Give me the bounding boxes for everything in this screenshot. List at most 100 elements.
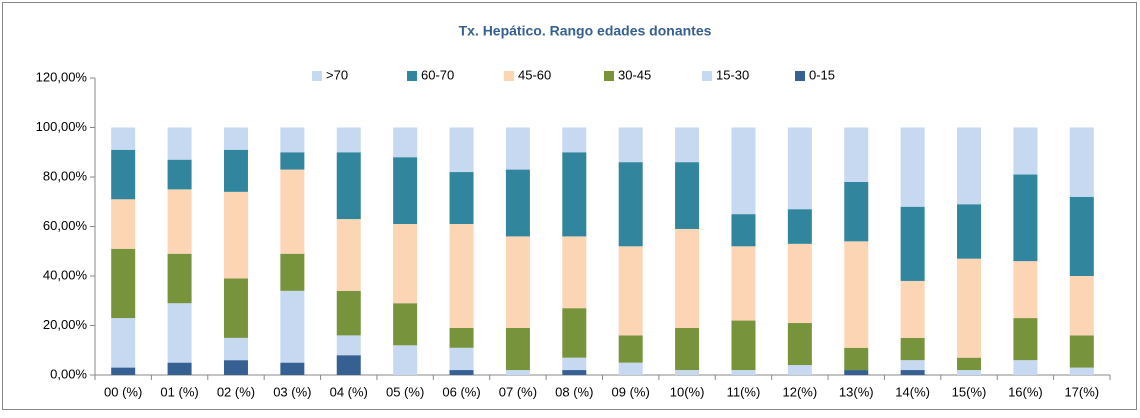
bar-segment xyxy=(618,127,643,163)
bar-segment xyxy=(505,236,530,328)
bar-segment xyxy=(618,335,643,363)
x-tick-label: 06 (%) xyxy=(442,384,480,399)
bar-segment xyxy=(223,337,248,361)
x-tick-label: 16(%) xyxy=(1008,384,1043,399)
bar-segment xyxy=(1069,196,1094,276)
bar-segment xyxy=(1069,335,1094,368)
x-tick-label: 05 (%) xyxy=(386,384,424,399)
bar-segment xyxy=(900,370,925,375)
bar-segment xyxy=(280,362,305,375)
chart-title: Tx. Hepático. Rango edades donantes xyxy=(459,23,712,39)
bar-segment xyxy=(618,362,643,375)
legend-label: >70 xyxy=(326,67,348,82)
bar-segment xyxy=(223,191,248,279)
bar-segment xyxy=(900,206,925,281)
bar-segment xyxy=(675,127,700,163)
bar-segment xyxy=(1013,174,1038,262)
legend-swatch xyxy=(407,71,417,81)
bar-segment xyxy=(449,327,474,348)
bar-segment xyxy=(111,318,136,368)
bar-segment xyxy=(111,248,136,319)
bar-segment xyxy=(1013,127,1038,175)
x-tick-label: 17(%) xyxy=(1064,384,1099,399)
legend-swatch xyxy=(312,71,322,81)
y-tick-label: 60,00% xyxy=(43,218,88,233)
x-tick-label: 02 (%) xyxy=(217,384,255,399)
bar-segment xyxy=(844,241,869,348)
bar-segment xyxy=(336,335,361,356)
bar-segment xyxy=(562,308,587,358)
bar-segment xyxy=(223,278,248,338)
bar-segment xyxy=(731,370,756,375)
bar-segment xyxy=(167,362,192,375)
bar-segment xyxy=(787,127,812,210)
bar-segment xyxy=(280,152,305,170)
bar-segment xyxy=(336,219,361,291)
bar-segment xyxy=(1013,360,1038,375)
bar-segment xyxy=(731,127,756,215)
bar-segment xyxy=(449,347,474,371)
bar-segment xyxy=(505,169,530,237)
bar-segment xyxy=(787,365,812,375)
y-tick-label: 120,00% xyxy=(36,69,88,84)
bar-segment xyxy=(562,236,587,309)
bar-segment xyxy=(562,370,587,375)
bar-segment xyxy=(1013,261,1038,319)
bar-segment xyxy=(731,320,756,371)
bar-segment xyxy=(731,246,756,321)
bar-segment xyxy=(167,159,192,190)
bar-segment xyxy=(562,357,587,371)
bar-segment xyxy=(844,127,869,182)
bar-segment xyxy=(336,355,361,375)
bar-segment xyxy=(505,127,530,170)
bar-segment xyxy=(957,127,982,205)
bar-segment xyxy=(900,360,925,371)
bar-segment xyxy=(167,303,192,363)
x-tick-label: 11(%) xyxy=(727,384,761,399)
x-tick-label: 03 (%) xyxy=(273,384,311,399)
bar-segment xyxy=(449,172,474,225)
bar-segment xyxy=(675,370,700,375)
bar-segment xyxy=(505,370,530,375)
bar-segment xyxy=(900,280,925,338)
x-tick-label: 08 (%) xyxy=(555,384,593,399)
bar-segment xyxy=(1069,367,1094,375)
bar-segment xyxy=(787,243,812,324)
bar-segment xyxy=(787,209,812,244)
bar-segment xyxy=(393,224,418,304)
bar-segment xyxy=(957,357,982,371)
bar-segment xyxy=(1013,318,1038,361)
bar-segment xyxy=(844,347,869,371)
bar-segment xyxy=(562,152,587,237)
bar-segment xyxy=(900,127,925,207)
bar-segment xyxy=(562,127,587,153)
bar-segment xyxy=(223,360,248,375)
legend-swatch xyxy=(504,71,514,81)
bar-segment xyxy=(957,370,982,375)
bar-segment xyxy=(787,323,812,366)
bar-segment xyxy=(449,370,474,375)
x-tick-label: 09 (%) xyxy=(612,384,650,399)
bar-segment xyxy=(393,303,418,346)
bar-segment xyxy=(844,370,869,375)
bar-segment xyxy=(505,327,530,371)
bar-segment xyxy=(449,127,474,173)
bar-segment xyxy=(449,224,474,328)
bar-segment xyxy=(900,337,925,361)
bar-segment xyxy=(167,189,192,254)
x-tick-label: 10(%) xyxy=(670,384,705,399)
x-tick-label: 14(%) xyxy=(895,384,930,399)
bar-segment xyxy=(111,149,136,200)
bar-segment xyxy=(167,127,192,160)
bar-segment xyxy=(336,290,361,336)
legend-label: 15-30 xyxy=(716,67,749,82)
bar-segment xyxy=(1069,127,1094,197)
bar-segment xyxy=(280,127,305,153)
bar-segment xyxy=(957,258,982,358)
x-tick-label: 00 (%) xyxy=(104,384,142,399)
bar-segment xyxy=(393,345,418,375)
x-tick-label: 12(%) xyxy=(783,384,818,399)
bar-segment xyxy=(167,253,192,304)
y-tick-label: 40,00% xyxy=(43,267,88,282)
